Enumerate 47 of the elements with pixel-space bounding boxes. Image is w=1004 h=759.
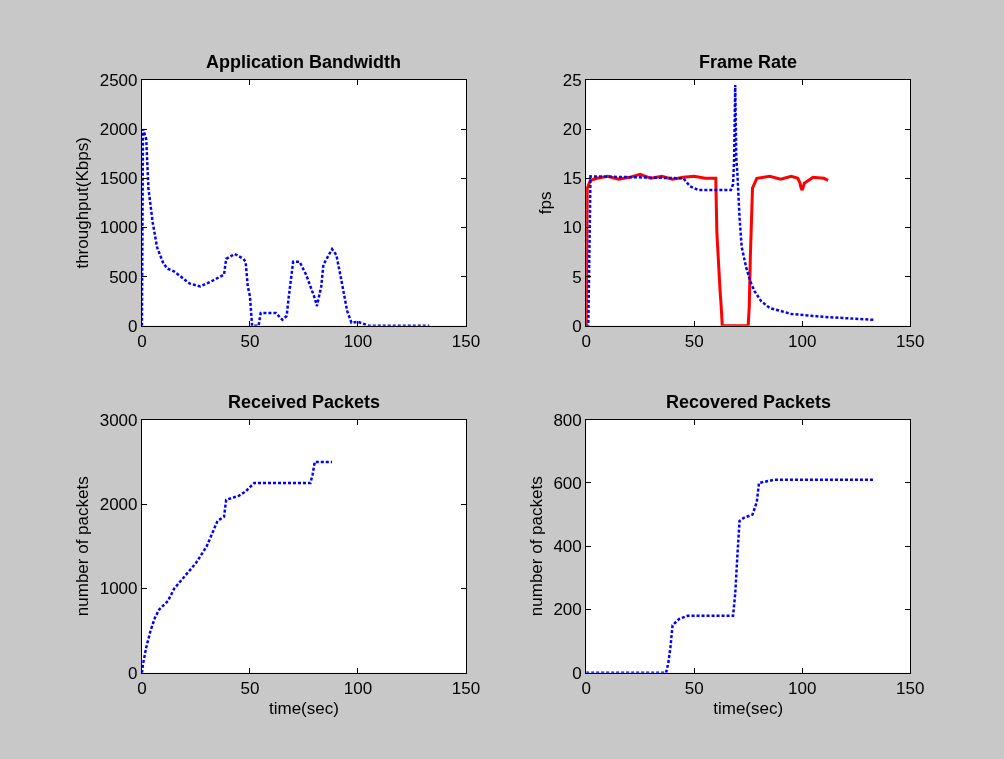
- x-tick-label: 50: [684, 332, 704, 352]
- y-tick-label: 25: [562, 70, 582, 90]
- y-tick-label: 800: [553, 410, 582, 430]
- chart-title: Recovered Packets: [666, 392, 832, 412]
- x-tick-label: 50: [240, 332, 260, 352]
- line-series: [586, 83, 875, 326]
- x-tick-label: 100: [343, 679, 373, 699]
- y-tick-label: 1500: [99, 169, 138, 189]
- y-tick-label: 200: [553, 600, 582, 620]
- line-series: [586, 172, 830, 326]
- y-axis-title: number of packets: [526, 476, 546, 617]
- y-tick-label: 0: [572, 316, 582, 336]
- y-axis-title: fps: [536, 191, 556, 215]
- y-tick-label: 20: [562, 120, 582, 140]
- chart-title: Application Bandwidth: [206, 52, 401, 72]
- x-axis-title: time(sec): [713, 698, 784, 718]
- y-tick-label: 1000: [99, 579, 138, 599]
- x-tick-label: 100: [343, 332, 373, 352]
- y-tick-label: 1000: [99, 218, 138, 238]
- line-series: [141, 127, 431, 326]
- x-tick-label: 150: [451, 679, 481, 699]
- y-tick-label: 2000: [99, 120, 138, 140]
- y-tick-label: 5: [572, 267, 582, 287]
- y-tick-label: 0: [128, 663, 138, 683]
- chart-title: Frame Rate: [699, 52, 798, 72]
- y-axis-title: number of packets: [73, 476, 93, 617]
- x-tick-label: 50: [684, 679, 704, 699]
- x-tick-label: 150: [896, 332, 925, 352]
- y-tick-label: 600: [553, 473, 582, 493]
- y-tick-label: 400: [553, 537, 582, 557]
- y-tick-label: 3000: [99, 410, 138, 430]
- y-tick-label: 10: [562, 218, 582, 238]
- x-tick-label: 100: [788, 679, 817, 699]
- x-axis-title: time(sec): [268, 698, 339, 718]
- x-tick-label: 150: [451, 332, 481, 352]
- x-tick-label: 150: [896, 679, 925, 699]
- line-series: [141, 460, 334, 673]
- y-tick-label: 15: [562, 169, 582, 189]
- y-tick-label: 0: [572, 663, 582, 683]
- y-tick-label: 2500: [99, 70, 138, 90]
- y-tick-label: 0: [128, 316, 138, 336]
- x-tick-label: 100: [788, 332, 817, 352]
- y-axis-title: throughput(Kbps): [73, 137, 93, 269]
- x-tick-label: 50: [240, 679, 260, 699]
- y-tick-label: 2000: [99, 495, 138, 515]
- y-tick-label: 500: [109, 267, 138, 287]
- chart-title: Received Packets: [228, 392, 381, 412]
